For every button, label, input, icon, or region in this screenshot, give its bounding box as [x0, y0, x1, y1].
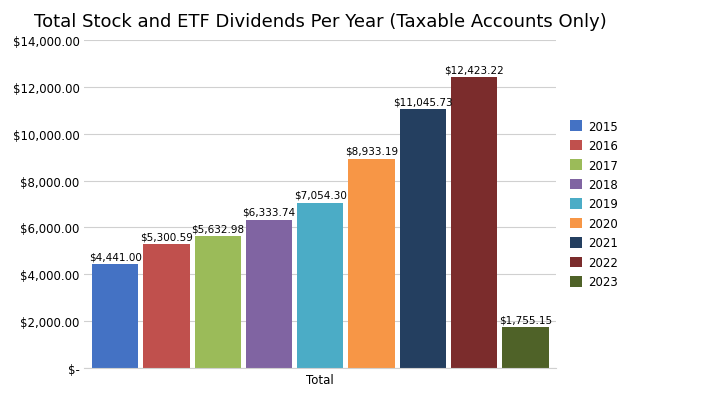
Text: $7,054.30: $7,054.30	[294, 191, 347, 200]
Bar	[246, 220, 292, 368]
Text: $6,333.74: $6,333.74	[242, 207, 296, 217]
Title: Total Stock and ETF Dividends Per Year (Taxable Accounts Only): Total Stock and ETF Dividends Per Year (…	[34, 13, 607, 31]
Text: $11,045.73: $11,045.73	[393, 97, 453, 107]
Text: $12,423.22: $12,423.22	[444, 65, 504, 75]
Bar	[194, 236, 241, 368]
Text: $4,441.00: $4,441.00	[89, 252, 142, 261]
Text: $1,755.15: $1,755.15	[499, 314, 552, 324]
Bar	[348, 160, 395, 368]
Bar	[92, 264, 139, 368]
Bar	[400, 110, 446, 368]
Text: $5,300.59: $5,300.59	[140, 231, 193, 241]
Legend: 2015, 2016, 2017, 2018, 2019, 2020, 2021, 2022, 2023: 2015, 2016, 2017, 2018, 2019, 2020, 2021…	[567, 117, 622, 292]
Bar	[502, 327, 548, 368]
Text: $5,632.98: $5,632.98	[191, 224, 244, 234]
Bar	[451, 78, 497, 368]
Text: $8,933.19: $8,933.19	[345, 146, 398, 157]
Bar	[144, 244, 189, 368]
Bar	[297, 203, 344, 368]
